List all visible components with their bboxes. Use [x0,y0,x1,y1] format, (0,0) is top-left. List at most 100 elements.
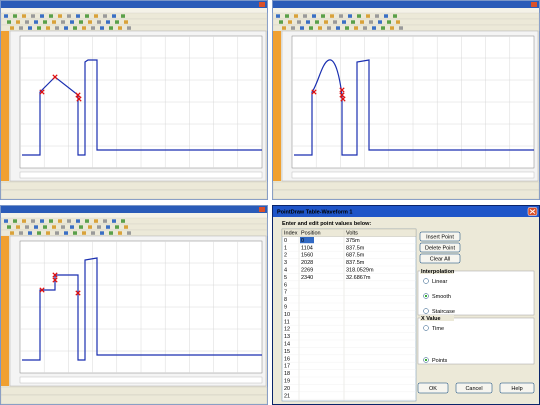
toolbar-icon[interactable] [82,26,86,30]
toolbar-icon[interactable] [37,26,41,30]
toolbar-icon[interactable] [357,14,361,18]
toolbar-icon[interactable] [16,20,20,24]
toolbar-icon[interactable] [372,26,376,30]
toolbar-icon[interactable] [13,14,17,18]
toolbar-icon[interactable] [52,225,56,229]
point-marker[interactable] [39,287,45,293]
table-cell[interactable]: 0 [301,238,304,244]
toolbar-icon[interactable] [369,20,373,24]
toolbar-icon[interactable] [321,14,325,18]
toolbar-icon[interactable] [19,231,23,235]
toolbar-icon[interactable] [366,14,370,18]
toolbar-icon[interactable] [399,26,403,30]
toolbar-icon[interactable] [40,219,44,223]
radio-button[interactable] [423,325,429,331]
toolbar-icon[interactable] [303,14,307,18]
toolbar-icon[interactable] [315,20,319,24]
toolbar-icon[interactable] [282,26,286,30]
title-bar-close[interactable] [259,2,265,7]
toolbar-icon[interactable] [291,26,295,30]
toolbar-icon[interactable] [91,26,95,30]
button[interactable] [419,231,461,242]
toolbar-icon[interactable] [37,231,41,235]
toolbar-icon[interactable] [31,219,35,223]
toolbar-icon[interactable] [106,20,110,24]
table-cell[interactable]: 32.6867m [346,275,371,281]
title-bar-close[interactable] [531,2,537,7]
toolbar-icon[interactable] [118,26,122,30]
toolbar-icon[interactable] [351,20,355,24]
toolbar-icon[interactable] [327,26,331,30]
toolbar-icon[interactable] [46,26,50,30]
button-label[interactable]: Clear All [430,256,450,262]
toolbar-icon[interactable] [127,26,131,30]
toolbar-icon[interactable] [40,14,44,18]
toolbar-icon[interactable] [58,219,62,223]
toolbar-icon[interactable] [103,219,107,223]
table-cell[interactable]: 1560 [301,253,313,259]
toolbar-icon[interactable] [79,20,83,24]
toolbar-icon[interactable] [276,14,280,18]
toolbar-icon[interactable] [390,26,394,30]
toolbar-icon[interactable] [43,20,47,24]
toolbar-icon[interactable] [88,225,92,229]
button[interactable] [419,242,461,253]
table-cell[interactable]: 2340 [301,275,313,281]
toolbar-icon[interactable] [381,26,385,30]
toolbar-icon[interactable] [34,20,38,24]
toolbar-icon[interactable] [43,225,47,229]
toolbar-icon[interactable] [4,14,8,18]
toolbar-icon[interactable] [28,26,32,30]
button-label[interactable]: Insert Point [426,234,454,240]
toolbar-icon[interactable] [384,14,388,18]
toolbar-icon[interactable] [49,219,53,223]
toolbar-icon[interactable] [19,26,23,30]
toolbar-icon[interactable] [106,225,110,229]
toolbar-icon[interactable] [109,26,113,30]
toolbar-icon[interactable] [13,219,17,223]
toolbar-icon[interactable] [342,20,346,24]
toolbar-icon[interactable] [49,14,53,18]
toolbar-icon[interactable] [76,14,80,18]
toolbar-icon[interactable] [393,14,397,18]
toolbar-icon[interactable] [61,225,65,229]
title-bar-close[interactable] [259,207,265,212]
toolbar-icon[interactable] [330,14,334,18]
toolbar-icon[interactable] [333,20,337,24]
radio-label[interactable]: Points [432,358,448,364]
toolbar-icon[interactable] [112,219,116,223]
toolbar-icon[interactable] [70,225,74,229]
toolbar-icon[interactable] [10,26,14,30]
toolbar-icon[interactable] [85,14,89,18]
toolbar-icon[interactable] [297,20,301,24]
toolbar-icon[interactable] [300,26,304,30]
radio-label[interactable]: Time [432,326,444,332]
point-marker[interactable] [52,272,58,278]
button[interactable] [499,382,535,394]
toolbar-icon[interactable] [94,14,98,18]
toolbar-icon[interactable] [336,26,340,30]
toolbar-icon[interactable] [363,26,367,30]
table-cell[interactable]: 837.5m [346,245,365,251]
toolbar-icon[interactable] [100,26,104,30]
button[interactable] [417,382,449,394]
toolbar-icon[interactable] [324,20,328,24]
toolbar-icon[interactable] [121,14,125,18]
table-cell[interactable]: 1104 [301,245,313,251]
point-marker[interactable] [339,87,345,93]
toolbar-icon[interactable] [360,20,364,24]
toolbar-icon[interactable] [73,231,77,235]
toolbar-icon[interactable] [121,219,125,223]
table-cell[interactable]: 2269 [301,267,313,273]
button[interactable] [455,382,493,394]
toolbar-icon[interactable] [378,20,382,24]
toolbar-icon[interactable] [103,14,107,18]
button[interactable] [419,253,461,264]
table-cell[interactable]: 375m [346,238,360,244]
toolbar-icon[interactable] [64,26,68,30]
point-marker[interactable] [340,96,346,102]
point-marker[interactable] [311,89,317,95]
point-marker[interactable] [339,92,345,98]
toolbar-icon[interactable] [387,20,391,24]
toolbar-icon[interactable] [10,231,14,235]
